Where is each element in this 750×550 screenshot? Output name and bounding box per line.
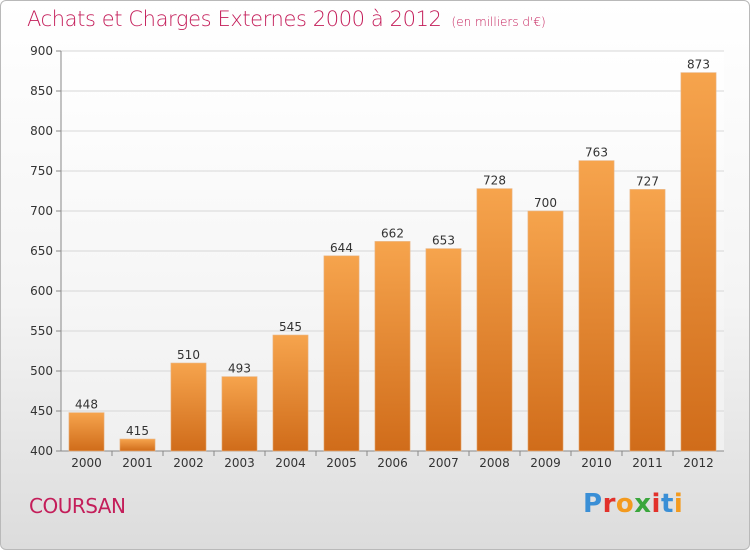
data-label: 415	[126, 424, 149, 438]
x-tick-label: 2008	[479, 456, 510, 470]
chart-subtitle: (en milliers d'€)	[451, 15, 546, 29]
data-label: 448	[75, 398, 98, 412]
x-tick-label: 2004	[275, 456, 306, 470]
x-tick-label: 2005	[326, 456, 357, 470]
x-tick-label: 2011	[632, 456, 663, 470]
bar	[119, 438, 156, 452]
logo-letter: t	[660, 489, 674, 519]
x-tick-label: 2006	[377, 456, 408, 470]
y-tick-label: 700	[30, 204, 53, 218]
commune-name: COURSAN	[29, 494, 126, 518]
y-tick-label: 400	[30, 444, 53, 458]
data-label: 545	[279, 320, 302, 334]
bar	[527, 210, 564, 452]
y-tick-label: 500	[30, 364, 53, 378]
bar	[578, 160, 615, 452]
bar	[476, 188, 513, 452]
x-tick-label: 2007	[428, 456, 459, 470]
logo-letter: x	[634, 489, 652, 519]
data-label: 728	[483, 174, 506, 188]
bar	[425, 248, 462, 452]
logo-letter: o	[615, 489, 635, 519]
logo-letter: r	[602, 489, 616, 519]
data-label: 763	[585, 146, 608, 160]
x-tick-label: 2001	[122, 456, 153, 470]
y-tick-label: 650	[30, 244, 53, 258]
logo-letter: i	[673, 489, 684, 519]
data-label: 510	[177, 348, 200, 362]
y-tick-label: 850	[30, 84, 53, 98]
x-tick-label: 2002	[173, 456, 204, 470]
bar	[170, 362, 207, 452]
data-label: 653	[432, 234, 455, 248]
y-tick-label: 600	[30, 284, 53, 298]
data-label: 727	[636, 174, 659, 188]
bar	[323, 255, 360, 452]
y-tick-label: 750	[30, 164, 53, 178]
title-text: Achats et Charges Externes 2000 à 2012	[27, 7, 442, 31]
data-label: 644	[330, 241, 353, 255]
data-label: 662	[381, 226, 404, 240]
data-label: 700	[534, 196, 557, 210]
y-tick-label: 900	[30, 44, 53, 58]
x-tick-label: 2003	[224, 456, 255, 470]
data-label: 493	[228, 362, 251, 376]
y-tick-label: 450	[30, 404, 53, 418]
y-tick-label: 550	[30, 324, 53, 338]
bar	[374, 241, 411, 452]
bar	[221, 376, 258, 452]
bar	[680, 72, 717, 452]
bar	[629, 189, 666, 452]
x-tick-label: 2010	[581, 456, 612, 470]
data-label: 873	[687, 58, 710, 72]
chart-title: Achats et Charges Externes 2000 à 2012 (e…	[27, 7, 546, 31]
y-tick-label: 800	[30, 124, 53, 138]
x-tick-label: 2009	[530, 456, 561, 470]
bar	[68, 412, 105, 452]
x-tick-label: 2000	[71, 456, 102, 470]
bar	[272, 334, 309, 452]
x-tick-label: 2012	[683, 456, 714, 470]
logo-letter: i	[651, 489, 661, 519]
proxiti-logo: Proxiti	[583, 489, 683, 519]
logo-letter: P	[583, 489, 603, 519]
